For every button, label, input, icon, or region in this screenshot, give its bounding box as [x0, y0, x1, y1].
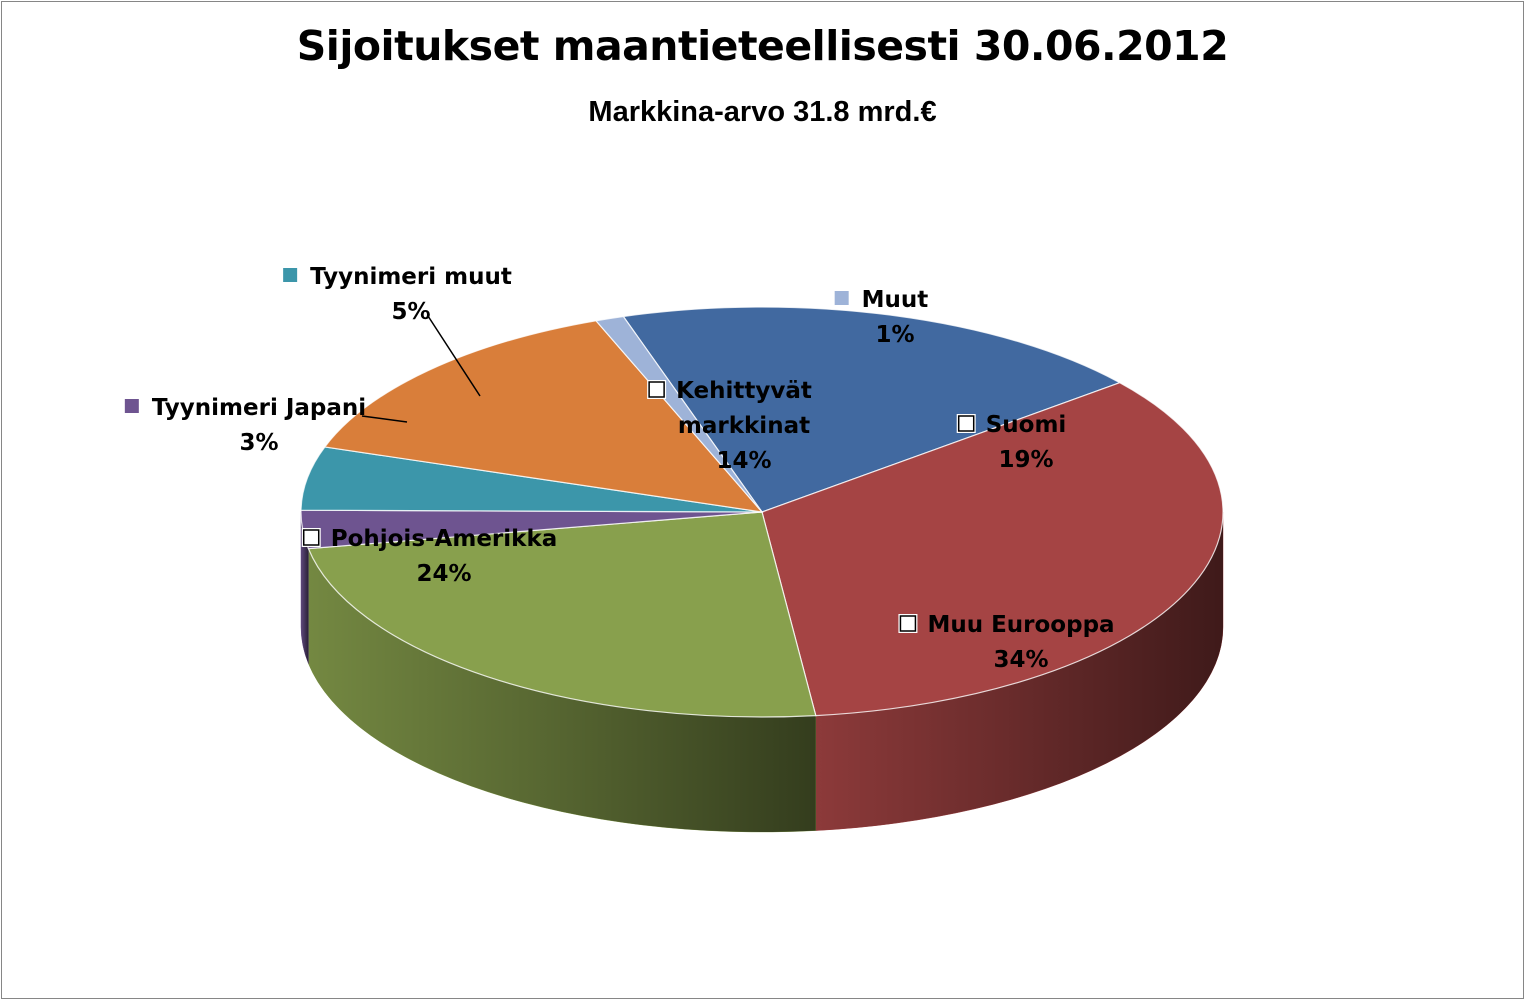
data-label-value-pohjois-amerikka: 24% — [416, 561, 471, 587]
slice-side-tyynimeri-japani-shade — [301, 512, 309, 664]
legend-key-muut — [834, 291, 849, 305]
data-label-name-tyynimeri-japani: Tyynimeri Japani — [152, 395, 366, 421]
legend-key-tyynimeri-japani — [124, 399, 139, 413]
slice-side-muu-eurooppa-shade — [815, 512, 1223, 831]
data-label-value-muu-eurooppa: 34% — [993, 647, 1048, 673]
leader-line-tyynimeri-japani — [361, 415, 408, 423]
slice-tyynimeri-muut — [300, 446, 763, 513]
chart-subtitle: Markkina-arvo 31.8 mrd.€ — [588, 96, 937, 128]
data-label-value-tyynimeri-muut: 5% — [391, 299, 430, 325]
legend-key-muu-eurooppa — [899, 615, 917, 632]
chart-title: Sijoitukset maantieteellisesti 30.06.201… — [296, 22, 1229, 70]
slice-kehittyvat-markkinat — [323, 320, 764, 513]
data-label-name-kehittyvat-markkinat: Kehittyvät — [676, 378, 812, 404]
slice-suomi — [622, 306, 1122, 513]
slice-muu-eurooppa — [761, 382, 1224, 717]
data-label-value-kehittyvat-markkinat: 14% — [716, 448, 771, 474]
data-label-name-muu-eurooppa: Muu Eurooppa — [927, 612, 1114, 638]
data-label-name-kehittyvat-markkinat: markkinat — [678, 413, 810, 439]
data-label-value-tyynimeri-japani: 3% — [239, 430, 278, 456]
legend-key-suomi — [957, 415, 975, 432]
leader-line-tyynimeri-muut — [427, 315, 481, 397]
data-label-name-tyynimeri-muut: Tyynimeri muut — [310, 264, 512, 290]
slice-muut — [594, 315, 763, 513]
data-label-name-muut: Muut — [862, 287, 929, 313]
legend-key-tyynimeri-muut — [283, 268, 298, 282]
data-label-name-suomi: Suomi — [986, 412, 1067, 438]
slice-side-pohjois-amerikka-shade — [308, 548, 816, 832]
legend-key-kehittyvat-markkinat — [648, 381, 665, 398]
data-label-value-suomi: 19% — [998, 447, 1053, 473]
data-label-name-pohjois-amerikka: Pohjois-Amerikka — [331, 526, 558, 552]
legend-key-pohjois-amerikka — [302, 529, 320, 546]
data-label-value-muut: 1% — [875, 322, 914, 348]
slice-pohjois-amerikka — [307, 511, 817, 718]
